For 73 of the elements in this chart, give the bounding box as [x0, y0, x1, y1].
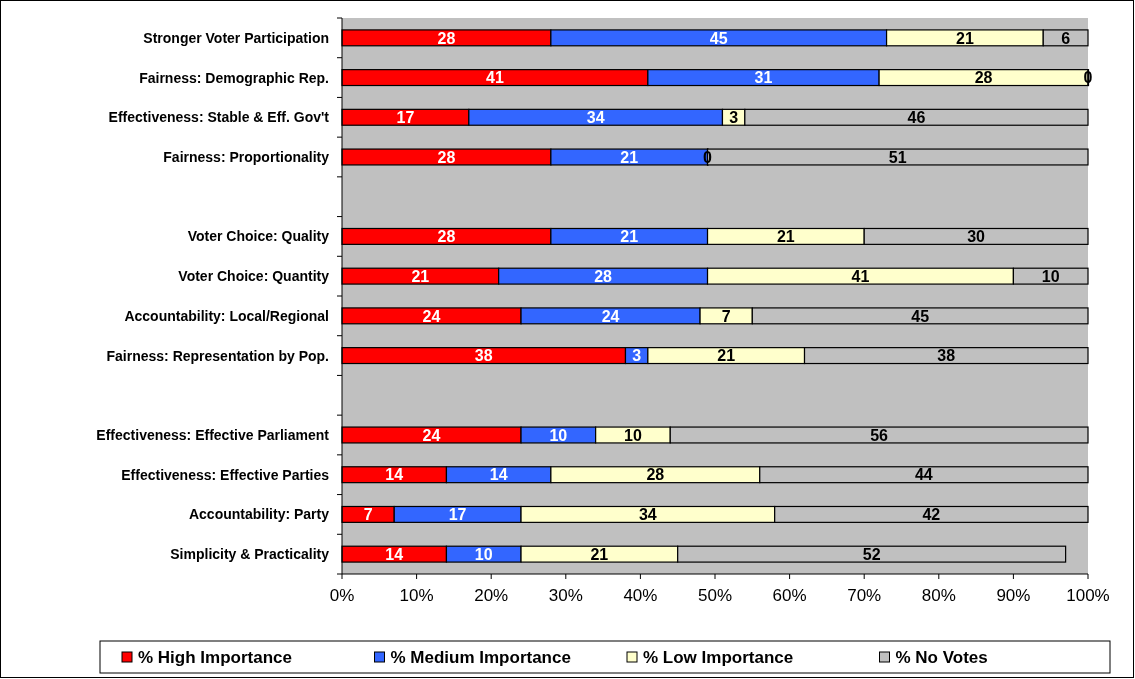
data-label: 21 — [776, 228, 795, 246]
y-tick-label: Fairness: Demographic Rep. — [139, 69, 329, 86]
data-label: 56 — [870, 426, 889, 444]
y-tick-label: Stronger Voter Participation — [143, 29, 329, 46]
data-label: 7 — [363, 506, 373, 524]
data-label: 21 — [717, 347, 736, 365]
data-label: 34 — [586, 109, 605, 127]
y-tick-label: Accountability: Party — [188, 506, 330, 523]
legend-label: % Medium Importance — [390, 648, 571, 668]
legend-label: % High Importance — [138, 648, 292, 668]
data-label: 41 — [851, 267, 870, 285]
y-tick-label: Voter Choice: Quality — [187, 228, 330, 245]
x-tick-label: 40% — [623, 586, 658, 605]
y-tick-label: Voter Choice: Quantity — [178, 268, 330, 285]
data-label: 34 — [638, 506, 657, 524]
data-label: 21 — [590, 545, 609, 563]
data-label: 24 — [422, 307, 441, 325]
data-label: 44 — [914, 466, 933, 484]
legend-label: % Low Importance — [643, 648, 794, 668]
data-label: 10 — [624, 426, 642, 444]
data-label: 17 — [396, 109, 415, 127]
y-tick-label: Effectiveness: Stable & Eff. Gov't — [108, 109, 330, 126]
data-label: 28 — [594, 267, 613, 285]
x-tick-label: 90% — [996, 586, 1031, 605]
data-label: 41 — [486, 69, 504, 87]
data-label: 14 — [385, 466, 404, 484]
data-label: 21 — [620, 148, 639, 166]
data-label: 42 — [922, 506, 941, 524]
x-tick-label: 50% — [697, 586, 733, 605]
x-tick-label: 20% — [474, 586, 509, 605]
data-label: 14 — [489, 466, 508, 484]
data-label: 10 — [1041, 267, 1060, 285]
x-tick-label: 70% — [847, 586, 882, 605]
data-label: 10 — [474, 545, 493, 563]
data-label: 24 — [601, 307, 620, 325]
data-label: 3 — [729, 109, 739, 127]
data-label: 28 — [646, 466, 665, 484]
data-label: 46 — [907, 109, 926, 127]
data-label: 17 — [448, 506, 467, 524]
data-label: 28 — [974, 69, 993, 87]
x-tick-label: 0% — [329, 586, 355, 605]
data-label: 3 — [632, 347, 642, 365]
y-tick-label: Accountability: Local/Regional — [124, 307, 329, 324]
data-label: 24 — [422, 426, 441, 444]
data-label: 28 — [437, 228, 456, 246]
y-tick-label: Fairness: Representation by Pop. — [106, 347, 329, 364]
y-tick-label: Effectiveness: Effective Parties — [121, 466, 330, 483]
x-tick-label: 10% — [399, 586, 434, 605]
x-tick-label: 60% — [772, 586, 807, 605]
data-label: 14 — [385, 545, 404, 563]
data-label: 7 — [721, 307, 731, 325]
legend-label: % No Votes — [895, 648, 988, 668]
data-label: 38 — [937, 347, 956, 365]
data-label: 21 — [956, 29, 974, 47]
data-label: 28 — [437, 29, 456, 47]
data-label: 45 — [709, 29, 728, 47]
x-tick-label: 80% — [921, 586, 956, 605]
y-tick-label: Simplicity & Practicality — [170, 546, 330, 563]
data-label: 38 — [474, 347, 493, 365]
data-label: 21 — [620, 228, 639, 246]
x-tick-label: 30% — [548, 586, 583, 605]
data-label: 6 — [1061, 29, 1071, 47]
y-tick-label: Effectiveness: Effective Parliament — [96, 427, 330, 444]
data-label: 52 — [862, 545, 881, 563]
data-label: 30 — [967, 228, 986, 246]
data-label: 10 — [549, 426, 568, 444]
y-tick-label: Fairness: Proportionality — [163, 149, 330, 166]
x-tick-label: 100% — [1066, 586, 1110, 605]
data-label: 45 — [911, 307, 930, 325]
data-label: 31 — [754, 69, 773, 87]
data-label: 51 — [888, 148, 907, 166]
data-label: 21 — [411, 267, 430, 285]
data-label: 28 — [437, 148, 456, 166]
